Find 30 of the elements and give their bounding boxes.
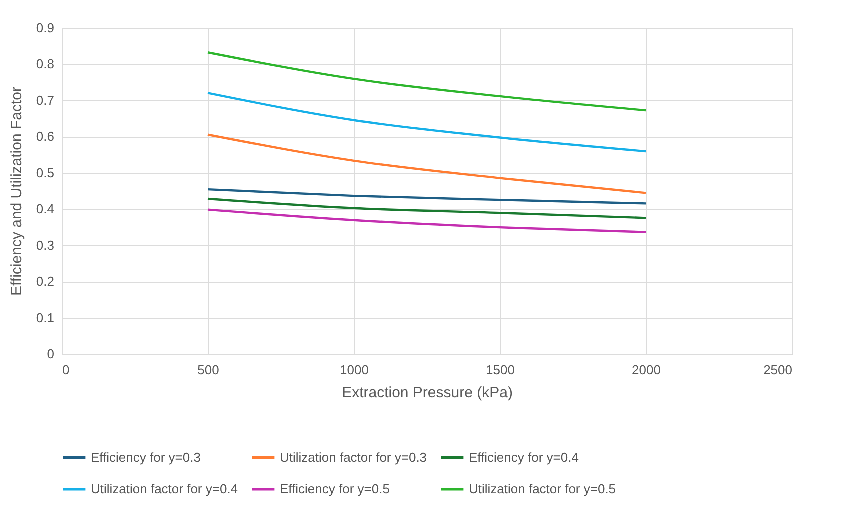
line-series (206, 198, 648, 220)
y-tick-label: 0.3 (36, 238, 54, 253)
y-tick-label: 0.5 (36, 165, 54, 180)
x-tick-label: 1500 (486, 362, 515, 378)
line-series (206, 188, 648, 205)
y-axis-title: Efficiency and Utilization Factor (8, 87, 26, 296)
y-tick-label: 0.2 (36, 274, 54, 290)
y-tick-label: 0.1 (36, 310, 54, 326)
line-series (206, 134, 648, 194)
x-tick-label: 2000 (632, 362, 661, 378)
line-series (206, 92, 648, 153)
legend-label: Utilization factor for y=0.3 (280, 450, 428, 465)
legend-label: Efficiency for y=0.5 (280, 482, 390, 496)
legend-label: Efficiency for y=0.3 (91, 450, 201, 465)
x-tick-label: 500 (198, 362, 220, 378)
x-tick-label: 2500 (764, 362, 792, 378)
y-tick-label: 0.4 (36, 202, 54, 217)
x-tick-label: 1000 (340, 362, 369, 378)
legend-label: Utilization factor for y=0.5 (469, 482, 616, 496)
y-tick-label: 0.7 (36, 92, 54, 108)
legend-label: Efficiency for y=0.4 (469, 450, 579, 465)
x-tick-label: 0 (62, 362, 70, 378)
line-series (206, 52, 648, 112)
y-tick-label: 0.6 (36, 129, 54, 144)
x-axis-title: Extraction Pressure (kPa) (342, 384, 513, 402)
line-series (206, 208, 648, 234)
y-tick-label: 0.9 (36, 20, 54, 36)
y-tick-label: 0.8 (36, 56, 54, 72)
legend-label: Utilization factor for y=0.4 (91, 482, 238, 496)
y-tick-label: 0 (47, 346, 54, 362)
